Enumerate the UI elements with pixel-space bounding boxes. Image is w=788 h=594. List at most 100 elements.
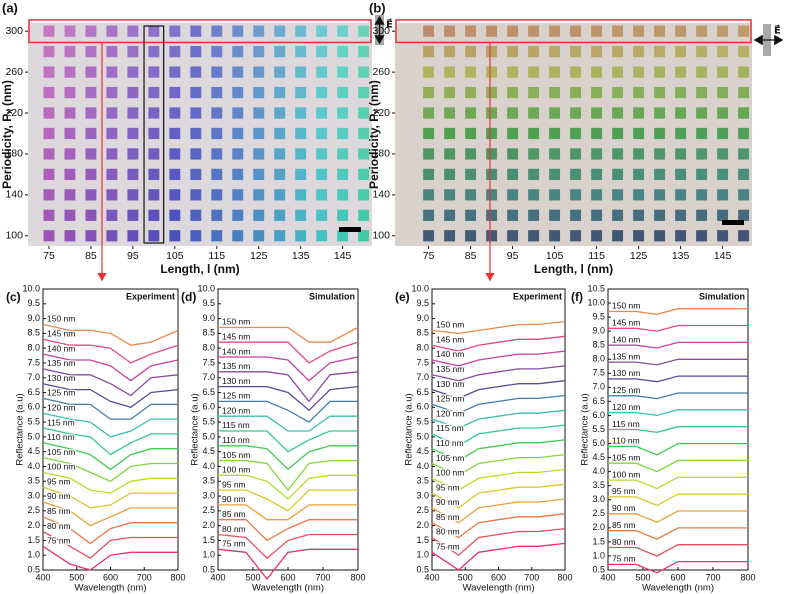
nanostructure-array — [465, 127, 477, 140]
curve-label: 75 nm — [612, 554, 636, 564]
nanostructure-array — [612, 46, 624, 58]
y-tick-label: 4.5 — [27, 446, 40, 456]
nanostructure-array — [316, 209, 328, 221]
nanostructure-array — [169, 148, 181, 160]
nanostructure-array — [423, 127, 435, 140]
nanostructure-array — [591, 189, 603, 201]
nanostructure-array — [675, 230, 687, 242]
nanostructure-array — [528, 107, 540, 119]
spectrum-line — [218, 356, 359, 382]
nanostructure-array — [696, 127, 708, 140]
nanostructure-array — [717, 107, 729, 119]
y-tick-label: 6.0 — [592, 410, 605, 420]
nanostructure-array — [633, 86, 645, 99]
x-axis-title: Length, l (nm) — [160, 262, 239, 276]
curve-label: 80 nm — [612, 537, 636, 547]
spectrum-line — [608, 375, 748, 383]
nanostructure-array — [717, 46, 729, 58]
nanostructure-array — [738, 230, 750, 242]
nanostructure-array — [316, 127, 328, 140]
nanostructure-array — [85, 127, 97, 140]
nanostructure-array — [295, 86, 307, 99]
nanostructure-array — [337, 127, 349, 140]
curve-label: 140 nm — [436, 349, 464, 359]
nanostructure-array — [612, 86, 624, 99]
nanostructure-array — [570, 46, 582, 58]
curve-label: 95 nm — [47, 476, 71, 486]
y-tick-label: 5.5 — [592, 424, 605, 434]
nanostructure-array — [253, 209, 265, 221]
nanostructure-array — [696, 148, 708, 160]
y-tick-label: 0.5 — [27, 564, 40, 574]
y-tick-label: 4.0 — [416, 461, 429, 471]
y-tick-label: 7.5 — [202, 357, 215, 367]
nanostructure-array — [358, 107, 370, 119]
curve-label: 135 nm — [222, 361, 250, 371]
x-tick-label: 700 — [705, 572, 720, 582]
nanostructure-array — [358, 86, 370, 99]
nanostructure-array — [232, 209, 244, 221]
nanostructure-array — [570, 66, 582, 78]
spectrum-line — [431, 483, 566, 509]
nanostructure-array — [253, 127, 265, 140]
curve-label: 100 nm — [436, 468, 464, 478]
nanostructure-array — [127, 25, 139, 37]
spectrum-line — [42, 456, 178, 483]
nanostructure-array — [169, 25, 181, 37]
nanostructure-array — [549, 148, 561, 160]
nanostructure-array — [127, 148, 139, 160]
spectrum-line — [608, 527, 748, 540]
nanostructure-array — [211, 86, 223, 99]
spectrum-line — [608, 560, 748, 574]
spectrum-line — [218, 371, 359, 403]
nanostructure-array — [465, 25, 477, 37]
x-tick-label: 85 — [465, 250, 477, 262]
y-axis-title: Periodicity, Pₓ (nm) — [0, 80, 14, 189]
y-tick-label: 6.5 — [416, 387, 429, 397]
nanostructure-array — [507, 107, 519, 119]
y-tick-label: 7.0 — [416, 372, 429, 382]
nanostructure-array — [106, 66, 118, 78]
y-tick-label: 3.5 — [592, 480, 605, 490]
y-tick-label: 220 — [5, 107, 23, 119]
nanostructure-array — [169, 189, 181, 201]
nanostructure-array — [190, 46, 202, 58]
nanostructure-array — [190, 230, 202, 242]
nanostructure-array — [148, 46, 160, 58]
nanostructure-array — [190, 107, 202, 119]
nanostructure-array — [444, 168, 456, 181]
curve-label: 120 nm — [436, 408, 464, 418]
nanostructure-array — [232, 230, 244, 242]
nanostructure-array — [169, 168, 181, 181]
nanostructure-array — [232, 168, 244, 181]
y-tick-label: 6.0 — [27, 402, 40, 412]
spectrum-line — [42, 353, 179, 382]
nanostructure-array — [423, 25, 435, 37]
nanostructure-array — [423, 189, 435, 201]
nanostructure-array — [738, 148, 750, 160]
curve-label: 85 nm — [612, 520, 636, 530]
nanostructure-array — [274, 86, 286, 99]
curve-label: 105 nm — [47, 447, 75, 457]
y-tick-label: 4.5 — [592, 452, 605, 462]
y-tick-label: 2.0 — [27, 520, 40, 530]
spectrum-line — [608, 544, 748, 557]
nanostructure-array — [444, 25, 456, 37]
nanostructure-array — [148, 86, 160, 99]
nanostructure-array — [127, 189, 139, 201]
nanostructure-array — [232, 46, 244, 58]
nanostructure-array — [633, 46, 645, 58]
x-tick-label: 800 — [557, 572, 572, 582]
nanostructure-array — [253, 66, 265, 78]
nanostructure-array — [148, 66, 160, 78]
nanostructure-array — [444, 46, 456, 58]
y-tick-label: 9.5 — [416, 298, 429, 308]
nanostructure-array — [591, 25, 603, 37]
nanostructure-array — [612, 25, 624, 37]
curve-label: 75 nm — [47, 536, 71, 546]
nanostructure-array — [654, 107, 666, 119]
nanostructure-array — [127, 168, 139, 181]
curve-label: 130 nm — [436, 379, 464, 389]
nanostructure-array — [591, 86, 603, 99]
nanostructure-array — [717, 25, 729, 37]
